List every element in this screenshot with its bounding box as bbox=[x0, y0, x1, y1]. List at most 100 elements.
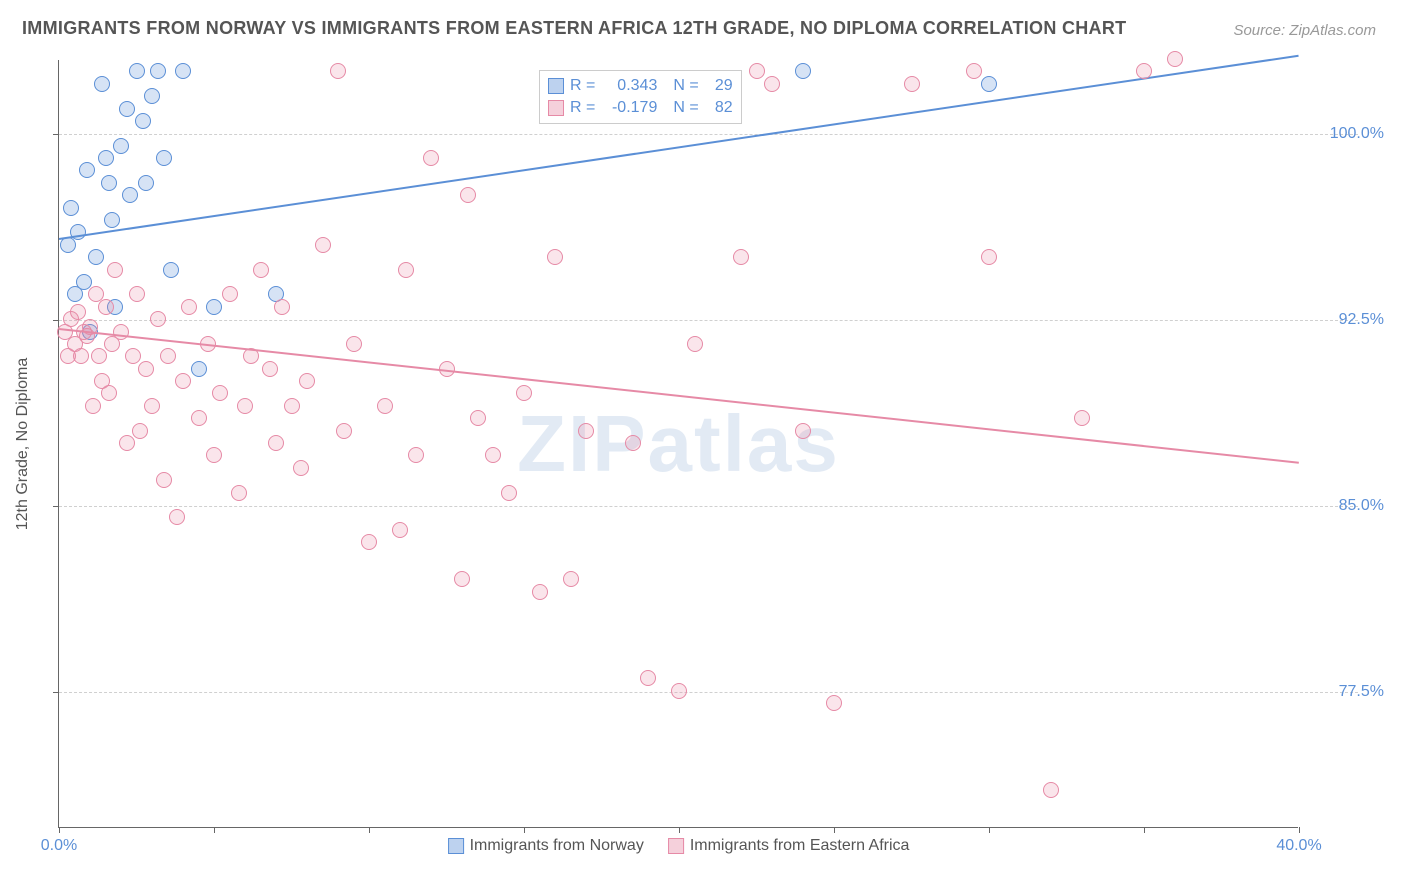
data-point bbox=[144, 398, 160, 414]
legend-n-label: N = bbox=[673, 77, 698, 95]
chart-title: IMMIGRANTS FROM NORWAY VS IMMIGRANTS FRO… bbox=[22, 18, 1126, 39]
data-point bbox=[88, 249, 104, 265]
data-point bbox=[904, 76, 920, 92]
data-point bbox=[330, 63, 346, 79]
trend-line bbox=[59, 328, 1299, 464]
data-point bbox=[671, 683, 687, 699]
data-point bbox=[231, 485, 247, 501]
data-point bbox=[107, 262, 123, 278]
gridline bbox=[59, 506, 1358, 507]
data-point bbox=[181, 299, 197, 315]
legend-r-value: 0.343 bbox=[601, 77, 657, 95]
y-tick-label: 92.5% bbox=[1339, 311, 1384, 329]
data-point bbox=[144, 88, 160, 104]
data-point bbox=[981, 249, 997, 265]
data-point bbox=[101, 175, 117, 191]
data-point bbox=[206, 447, 222, 463]
legend-swatch bbox=[548, 78, 564, 94]
x-tickmark bbox=[834, 827, 835, 833]
data-point bbox=[625, 435, 641, 451]
y-tickmark bbox=[53, 320, 59, 321]
legend-row: R =0.343N =29 bbox=[548, 75, 733, 97]
data-point bbox=[163, 262, 179, 278]
data-point bbox=[129, 63, 145, 79]
data-point bbox=[764, 76, 780, 92]
legend-r-label: R = bbox=[570, 99, 595, 117]
data-point bbox=[175, 373, 191, 389]
data-point bbox=[516, 385, 532, 401]
data-point bbox=[299, 373, 315, 389]
data-point bbox=[101, 385, 117, 401]
data-point bbox=[563, 571, 579, 587]
data-point bbox=[408, 447, 424, 463]
data-point bbox=[423, 150, 439, 166]
x-tickmark bbox=[369, 827, 370, 833]
legend-r-label: R = bbox=[570, 77, 595, 95]
x-tickmark bbox=[214, 827, 215, 833]
data-point bbox=[336, 423, 352, 439]
data-point bbox=[76, 274, 92, 290]
data-point bbox=[262, 361, 278, 377]
data-point bbox=[70, 304, 86, 320]
data-point bbox=[392, 522, 408, 538]
data-point bbox=[578, 423, 594, 439]
data-point bbox=[237, 398, 253, 414]
legend-item: Immigrants from Eastern Africa bbox=[668, 837, 910, 855]
data-point bbox=[150, 311, 166, 327]
scatter-chart: ZIPatlas 12th Grade, No Diploma R =0.343… bbox=[58, 60, 1298, 828]
legend-swatch bbox=[548, 100, 564, 116]
legend-r-value: -0.179 bbox=[601, 99, 657, 117]
y-axis-title: 12th Grade, No Diploma bbox=[14, 357, 32, 530]
data-point bbox=[113, 138, 129, 154]
x-tickmark bbox=[59, 827, 60, 833]
data-point bbox=[377, 398, 393, 414]
data-point bbox=[501, 485, 517, 501]
data-point bbox=[222, 286, 238, 302]
legend-item: Immigrants from Norway bbox=[448, 837, 644, 855]
data-point bbox=[966, 63, 982, 79]
gridline bbox=[59, 134, 1358, 135]
legend-label: Immigrants from Norway bbox=[470, 837, 644, 854]
data-point bbox=[85, 398, 101, 414]
data-point bbox=[826, 695, 842, 711]
data-point bbox=[98, 150, 114, 166]
data-point bbox=[547, 249, 563, 265]
gridline bbox=[59, 692, 1358, 693]
data-point bbox=[268, 435, 284, 451]
data-point bbox=[156, 150, 172, 166]
data-point bbox=[485, 447, 501, 463]
data-point bbox=[795, 63, 811, 79]
y-tick-label: 77.5% bbox=[1339, 683, 1384, 701]
data-point bbox=[346, 336, 362, 352]
correlation-legend: R =0.343N =29R =-0.179N =82 bbox=[539, 70, 742, 124]
data-point bbox=[687, 336, 703, 352]
data-point bbox=[981, 76, 997, 92]
x-tickmark bbox=[524, 827, 525, 833]
y-tickmark bbox=[53, 134, 59, 135]
x-tickmark bbox=[1299, 827, 1300, 833]
data-point bbox=[150, 63, 166, 79]
x-tick-label: 40.0% bbox=[1276, 837, 1321, 855]
data-point bbox=[1074, 410, 1090, 426]
data-point bbox=[63, 200, 79, 216]
data-point bbox=[284, 398, 300, 414]
data-point bbox=[175, 63, 191, 79]
data-point bbox=[795, 423, 811, 439]
data-point bbox=[160, 348, 176, 364]
data-point bbox=[532, 584, 548, 600]
legend-row: R =-0.179N =82 bbox=[548, 97, 733, 119]
watermark: ZIPatlas bbox=[517, 398, 840, 490]
data-point bbox=[119, 435, 135, 451]
data-point bbox=[1167, 51, 1183, 67]
legend-n-label: N = bbox=[673, 99, 698, 117]
data-point bbox=[460, 187, 476, 203]
data-point bbox=[749, 63, 765, 79]
y-tickmark bbox=[53, 506, 59, 507]
data-point bbox=[125, 348, 141, 364]
data-point bbox=[361, 534, 377, 550]
data-point bbox=[132, 423, 148, 439]
data-point bbox=[315, 237, 331, 253]
x-tickmark bbox=[679, 827, 680, 833]
data-point bbox=[156, 472, 172, 488]
data-point bbox=[470, 410, 486, 426]
